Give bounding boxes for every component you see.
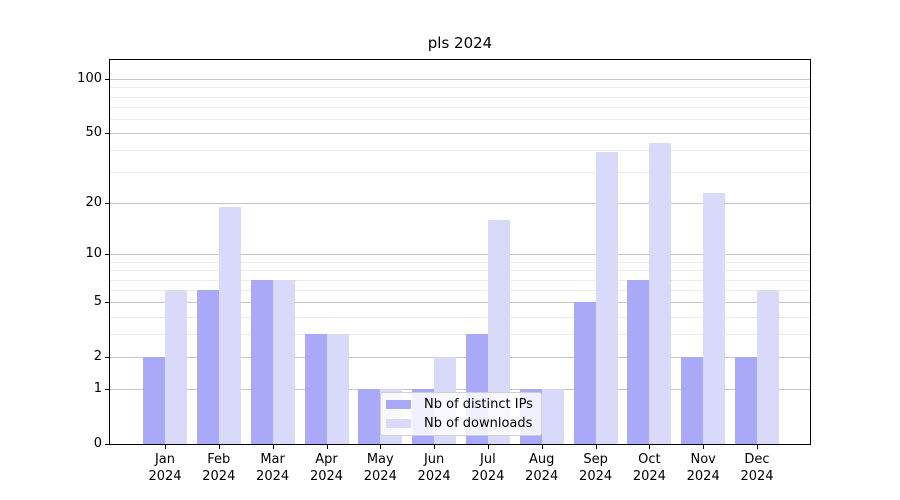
bar [735, 357, 757, 444]
x-tick-label: Jun 2024 [417, 452, 451, 484]
y-tick-label: 5 [93, 294, 102, 310]
bar [326, 334, 349, 444]
legend: Nb of distinct IPs Nb of downloads [380, 392, 542, 436]
gridline-major [110, 133, 810, 135]
legend-label-downloads: Nb of downloads [424, 416, 533, 432]
gridline-minor [110, 270, 810, 272]
bar [649, 143, 672, 444]
bar [218, 207, 241, 444]
x-tick-mark [272, 445, 274, 449]
bar [627, 279, 650, 444]
x-tick-mark [380, 445, 382, 449]
x-tick-label: Feb 2024 [202, 452, 236, 484]
chart-title: pls 2024 [427, 34, 493, 52]
legend-swatch-distinct-ips [386, 399, 411, 409]
legend-row-distinct-ips: Nb of distinct IPs [386, 396, 541, 412]
bar [250, 279, 273, 444]
x-tick-mark [487, 445, 489, 449]
bar [595, 152, 618, 444]
gridline-major [110, 302, 810, 304]
gridline-major [110, 254, 810, 256]
gridline-minor [110, 316, 810, 318]
legend-row-downloads: Nb of downloads [386, 416, 541, 432]
x-tick-label: Nov 2024 [686, 452, 720, 484]
gridline-major [110, 357, 810, 359]
x-tick-label: Dec 2024 [740, 452, 774, 484]
bar [573, 302, 596, 444]
x-tick-label: Jan 2024 [148, 452, 182, 484]
y-tick-mark [105, 203, 109, 205]
x-tick-mark [595, 445, 597, 449]
y-tick-mark [105, 79, 109, 80]
y-tick-mark [105, 254, 109, 256]
bar [541, 389, 564, 444]
y-tick-label: 0 [93, 436, 102, 451]
x-tick-mark [649, 445, 651, 449]
x-tick-mark [703, 445, 705, 449]
y-tick-mark [105, 133, 109, 135]
gridline-minor [110, 106, 810, 108]
x-tick-mark [757, 445, 758, 449]
y-tick-label: 10 [85, 246, 102, 262]
x-tick-label: May 2024 [363, 452, 397, 484]
x-tick-mark [541, 445, 543, 449]
y-tick-label: 1 [93, 381, 102, 397]
x-tick-mark [326, 445, 328, 449]
gridline-major [110, 203, 810, 205]
gridline-minor [110, 290, 810, 292]
y-tick-label: 50 [85, 125, 102, 141]
legend-swatch-downloads [386, 419, 411, 429]
x-tick-label: Jul 2024 [471, 452, 505, 484]
bar [304, 334, 327, 444]
y-tick-label: 100 [77, 71, 102, 86]
gridline-minor [110, 334, 810, 336]
x-tick-mark [434, 445, 436, 449]
bar [487, 219, 510, 444]
x-tick-label: Oct 2024 [632, 452, 666, 484]
bar [757, 290, 779, 444]
bar [165, 290, 187, 444]
x-tick-mark [218, 445, 220, 449]
bar [358, 389, 381, 444]
x-tick-label: Apr 2024 [309, 452, 344, 484]
gridline-minor [110, 150, 810, 152]
y-tick-mark [105, 389, 109, 391]
gridline-major [110, 79, 810, 80]
gridline-minor [110, 96, 810, 98]
y-tick-label: 2 [93, 349, 102, 365]
gridline-major [110, 389, 810, 391]
x-tick-label: Mar 2024 [256, 452, 290, 484]
gridline-minor [110, 118, 810, 120]
legend-label-distinct-ips: Nb of distinct IPs [424, 396, 533, 412]
bar [196, 290, 219, 444]
bar [143, 357, 165, 444]
gridline-minor [110, 261, 810, 263]
plot-area [109, 59, 811, 445]
x-tick-mark [165, 445, 166, 449]
y-tick-mark [105, 357, 109, 359]
gridline-minor [110, 279, 810, 281]
gridline-minor [110, 87, 810, 89]
y-tick-mark [105, 444, 109, 445]
bar [703, 192, 726, 444]
gridline-minor [110, 172, 810, 174]
x-tick-label: Aug 2024 [525, 452, 559, 484]
y-tick-mark [105, 302, 109, 304]
bar [272, 279, 295, 444]
y-tick-label: 20 [85, 195, 102, 211]
bar [681, 357, 704, 444]
x-tick-label: Sep 2024 [579, 452, 613, 484]
